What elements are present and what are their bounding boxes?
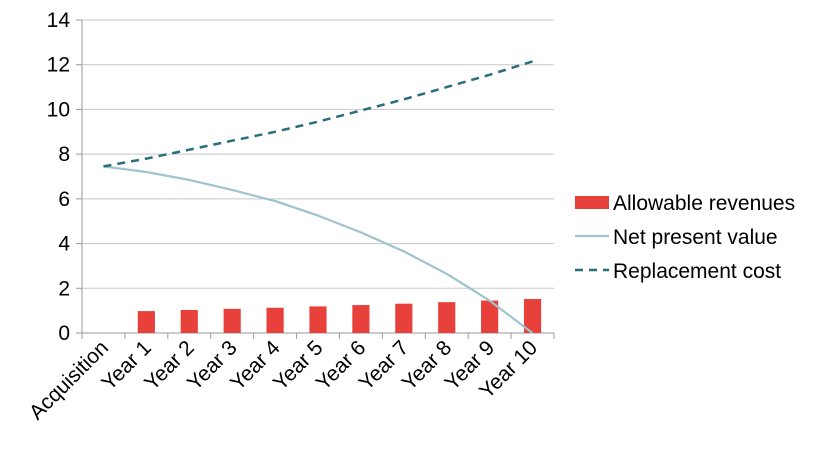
y-tick-label: 14 <box>47 9 71 32</box>
legend-swatch <box>575 196 609 209</box>
bar-year-10 <box>523 299 542 333</box>
y-tick-label: 0 <box>58 322 70 345</box>
bar-year-1 <box>137 311 155 333</box>
bar-year-5 <box>309 306 327 333</box>
bar-year-8 <box>438 302 456 333</box>
y-tick-label: 12 <box>47 54 70 77</box>
line-replacement-cost <box>103 60 533 168</box>
bar-year-7 <box>395 303 413 333</box>
legend-label: Replacement cost <box>613 260 781 283</box>
legend: Allowable revenues Net present value Repla… <box>575 192 795 283</box>
y-tick-labels: 0 2 4 6 8 10 12 14 <box>47 9 71 345</box>
bar-year-3 <box>223 308 241 333</box>
y-tick-label: 6 <box>58 188 70 211</box>
line-net-present-value <box>103 165 534 334</box>
gridlines <box>82 19 554 289</box>
legend-label: Allowable revenues <box>613 192 795 215</box>
bar-year-6 <box>352 305 370 333</box>
bar-year-4 <box>266 307 284 333</box>
bar-year-9 <box>481 300 499 333</box>
legend-label: Net present value <box>613 226 778 249</box>
y-tick-label: 10 <box>47 98 70 121</box>
bar-series <box>137 299 542 333</box>
axes <box>76 19 555 339</box>
bar-year-2 <box>180 309 198 333</box>
line-series <box>103 60 534 334</box>
y-tick-label: 8 <box>58 143 70 166</box>
y-tick-label: 4 <box>58 233 70 256</box>
y-tick-label: 2 <box>58 277 70 300</box>
